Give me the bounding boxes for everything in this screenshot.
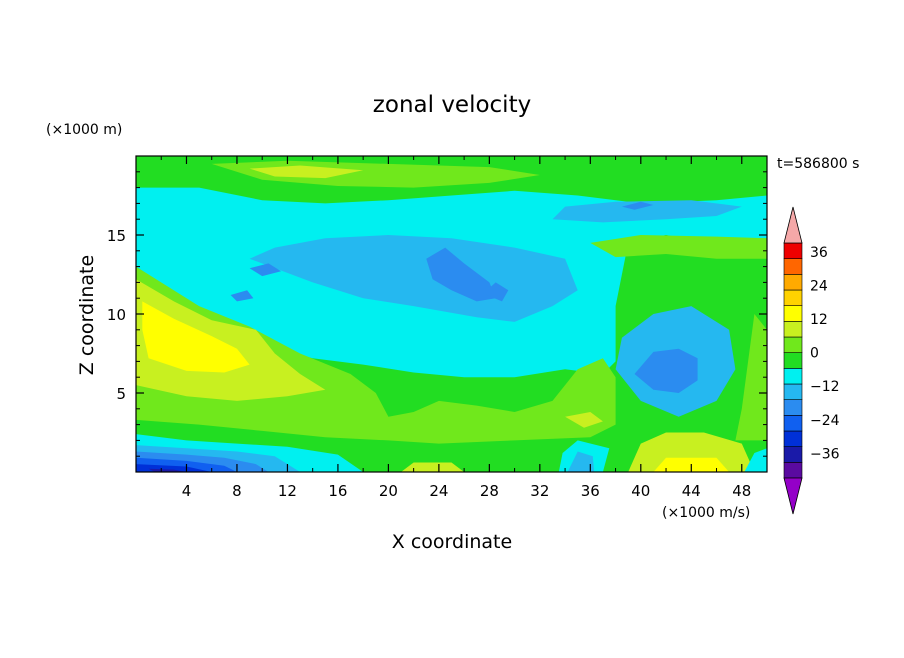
y-tick-label: 15 xyxy=(107,227,126,245)
x-axis-label: X coordinate xyxy=(392,531,512,553)
contour-band xyxy=(401,462,465,472)
colorbar-segment xyxy=(783,462,803,479)
x-tick-label: 20 xyxy=(379,482,398,500)
plot-area xyxy=(136,156,767,472)
colorbar-segment xyxy=(783,430,803,447)
contour-band xyxy=(230,290,254,302)
x-tick-label: 4 xyxy=(182,482,192,500)
colorbar-tick-label: 24 xyxy=(810,279,828,295)
colorbar-segment xyxy=(783,274,803,291)
colorbar-segment xyxy=(783,258,803,275)
x-tick-label: 8 xyxy=(232,482,242,500)
x-tick-label: 32 xyxy=(530,482,549,500)
colorbar-segment xyxy=(783,321,803,338)
contour-band xyxy=(735,314,767,441)
contour-band xyxy=(552,200,742,223)
x-tick-label: 28 xyxy=(480,482,499,500)
y-axis-units: (×1000 m) xyxy=(46,122,122,138)
colorbar-tick-label: −36 xyxy=(810,446,840,462)
contour-band xyxy=(483,282,509,302)
x-tick-label: 40 xyxy=(631,482,650,500)
colorbar-tick-label: 12 xyxy=(810,312,828,328)
contour-band xyxy=(565,412,603,428)
x-tick-label: 12 xyxy=(278,482,297,500)
colorbar-tick-label: −24 xyxy=(810,413,840,429)
colorbar-segment xyxy=(783,383,803,400)
colorbar-segment xyxy=(783,399,803,416)
x-tick-label: 36 xyxy=(581,482,600,500)
contour-band xyxy=(142,301,250,373)
x-tick-label: 48 xyxy=(732,482,751,500)
x-tick-label: 16 xyxy=(328,482,347,500)
colorbar-segment xyxy=(783,305,803,322)
contour-band xyxy=(634,348,698,393)
y-axis: 5 10 15 xyxy=(107,171,767,457)
contour-band xyxy=(590,235,767,259)
y-tick-label: 10 xyxy=(107,306,126,324)
contour-band xyxy=(567,451,595,472)
colorbar: 36 24 12 0 −12 −24 −36 xyxy=(783,206,840,515)
chart-title: zonal velocity xyxy=(373,92,531,118)
x-axis: 4 8 12 16 20 24 28 32 36 40 44 48 xyxy=(160,156,751,500)
colorbar-units: (×1000 m/s) xyxy=(662,505,750,521)
colorbar-segment xyxy=(783,352,803,369)
contour-band xyxy=(136,279,326,401)
contour-band xyxy=(426,247,496,302)
contour-band xyxy=(136,266,616,444)
contour-band xyxy=(249,165,364,179)
colorbar-under-arrow xyxy=(783,477,803,515)
x-tick-label: 24 xyxy=(429,482,448,500)
contour-band xyxy=(744,448,767,472)
contour-band xyxy=(249,263,282,277)
colorbar-tick-label: 36 xyxy=(810,245,828,261)
y-tick-label: 5 xyxy=(116,385,126,403)
colorbar-segment xyxy=(783,242,803,259)
colorbar-segment xyxy=(783,415,803,432)
colorbar-segment xyxy=(783,368,803,385)
colorbar-segment xyxy=(783,446,803,463)
contour-band xyxy=(621,201,654,210)
time-label: t=586800 s xyxy=(777,156,859,172)
colorbar-tick-label: 0 xyxy=(810,346,819,362)
contour-band xyxy=(249,235,578,322)
colorbar-tick-label: −12 xyxy=(810,379,840,395)
contour-band xyxy=(148,468,187,472)
y-axis-label: Z coordinate xyxy=(76,255,98,375)
colorbar-segment xyxy=(783,336,803,353)
contour-band xyxy=(628,432,755,472)
colorbar-over-arrow xyxy=(783,206,803,244)
colorbar-segment xyxy=(783,289,803,306)
x-tick-label: 44 xyxy=(682,482,701,500)
